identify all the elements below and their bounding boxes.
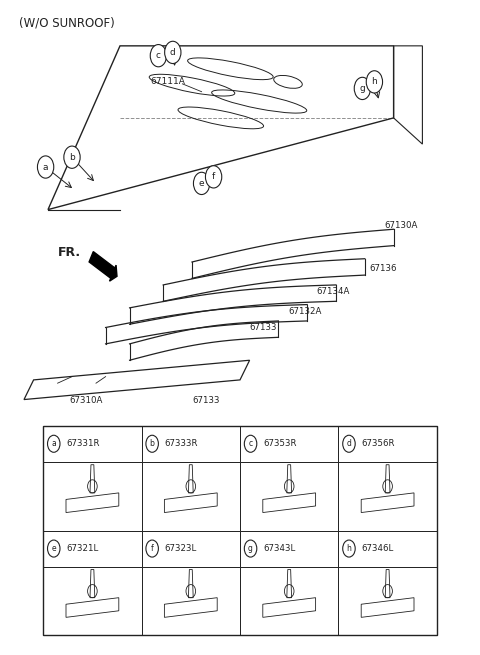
Circle shape xyxy=(165,41,181,64)
Text: g: g xyxy=(248,544,253,553)
Text: a: a xyxy=(51,440,56,448)
Circle shape xyxy=(146,435,158,452)
Text: c: c xyxy=(156,51,161,60)
FancyArrow shape xyxy=(89,252,117,281)
Circle shape xyxy=(343,435,355,452)
Text: 67134A: 67134A xyxy=(317,287,350,296)
FancyBboxPatch shape xyxy=(240,531,338,567)
Text: 67323L: 67323L xyxy=(165,544,197,553)
FancyBboxPatch shape xyxy=(338,567,437,635)
FancyBboxPatch shape xyxy=(338,462,437,531)
Text: 67136: 67136 xyxy=(370,264,397,273)
Circle shape xyxy=(146,540,158,557)
Text: 67132A: 67132A xyxy=(288,307,322,316)
Text: d: d xyxy=(347,440,351,448)
Text: h: h xyxy=(347,544,351,553)
Text: 67331R: 67331R xyxy=(66,440,100,448)
Circle shape xyxy=(48,540,60,557)
FancyBboxPatch shape xyxy=(240,462,338,531)
Text: 67133: 67133 xyxy=(250,323,277,332)
Circle shape xyxy=(205,166,222,188)
Circle shape xyxy=(354,77,371,100)
Text: e: e xyxy=(199,179,204,188)
Circle shape xyxy=(37,156,54,178)
Text: h: h xyxy=(372,77,377,86)
Circle shape xyxy=(244,540,257,557)
Text: 67333R: 67333R xyxy=(165,440,198,448)
Text: b: b xyxy=(69,153,75,162)
Text: 67133: 67133 xyxy=(192,396,220,405)
Text: f: f xyxy=(212,172,215,181)
Text: c: c xyxy=(249,440,252,448)
FancyBboxPatch shape xyxy=(240,426,338,462)
Text: 67343L: 67343L xyxy=(263,544,295,553)
FancyBboxPatch shape xyxy=(142,531,240,567)
Text: 67321L: 67321L xyxy=(66,544,98,553)
Text: a: a xyxy=(43,162,48,172)
Text: f: f xyxy=(151,544,154,553)
Text: 67310A: 67310A xyxy=(70,396,103,405)
FancyBboxPatch shape xyxy=(338,531,437,567)
Text: e: e xyxy=(51,544,56,553)
Circle shape xyxy=(193,172,210,195)
Text: (W/O SUNROOF): (W/O SUNROOF) xyxy=(19,16,115,29)
Text: 67111A: 67111A xyxy=(151,77,185,86)
Circle shape xyxy=(343,540,355,557)
FancyBboxPatch shape xyxy=(43,462,142,531)
FancyBboxPatch shape xyxy=(43,567,142,635)
FancyBboxPatch shape xyxy=(43,426,142,462)
FancyBboxPatch shape xyxy=(338,426,437,462)
Circle shape xyxy=(48,435,60,452)
FancyBboxPatch shape xyxy=(142,426,240,462)
Circle shape xyxy=(244,435,257,452)
Text: 67130A: 67130A xyxy=(384,221,418,231)
FancyBboxPatch shape xyxy=(142,567,240,635)
Circle shape xyxy=(366,71,383,93)
Text: 67356R: 67356R xyxy=(361,440,395,448)
Circle shape xyxy=(64,146,80,168)
Text: FR.: FR. xyxy=(58,246,81,259)
Circle shape xyxy=(150,45,167,67)
Text: b: b xyxy=(150,440,155,448)
FancyBboxPatch shape xyxy=(142,462,240,531)
Text: d: d xyxy=(170,48,176,57)
Text: 67353R: 67353R xyxy=(263,440,297,448)
Text: 67346L: 67346L xyxy=(361,544,394,553)
FancyBboxPatch shape xyxy=(240,567,338,635)
FancyBboxPatch shape xyxy=(43,531,142,567)
Text: g: g xyxy=(360,84,365,93)
